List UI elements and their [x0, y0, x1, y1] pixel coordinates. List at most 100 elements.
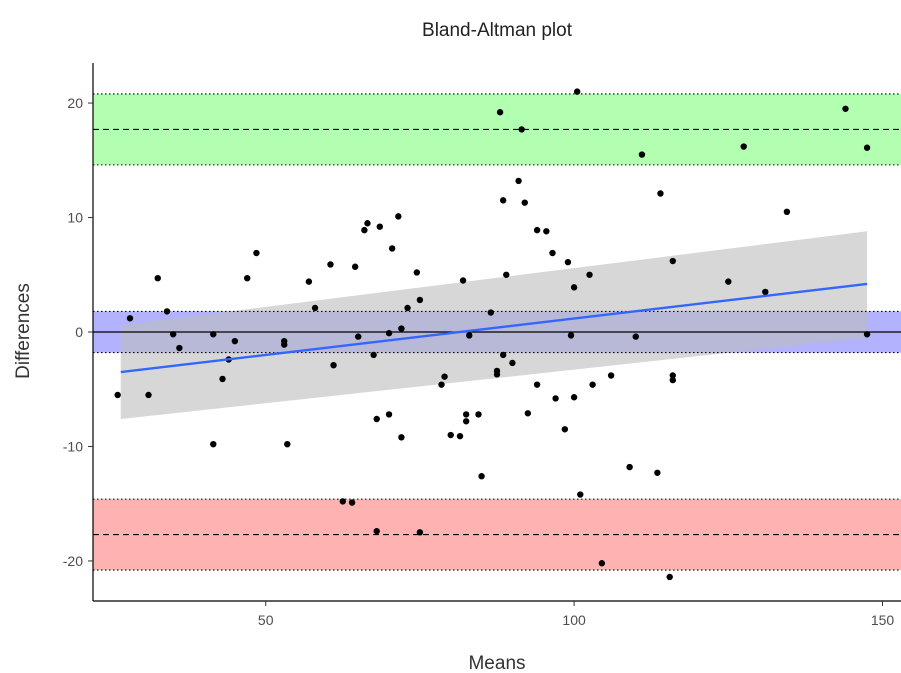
data-point: [441, 373, 448, 380]
data-point: [586, 271, 593, 278]
data-point: [361, 226, 368, 234]
data-point: [577, 491, 584, 498]
data-point: [521, 199, 528, 206]
y-tick-label: 20: [67, 95, 83, 111]
data-point: [475, 411, 482, 418]
data-point: [395, 213, 402, 220]
data-point: [669, 376, 676, 384]
data-point: [515, 177, 522, 185]
data-point: [638, 151, 646, 158]
confidence-band: [120, 231, 868, 419]
data-point: [487, 309, 495, 316]
y-tick-label: -20: [63, 553, 83, 569]
data-point: [243, 275, 251, 282]
data-point: [348, 499, 356, 506]
data-point: [462, 418, 470, 425]
reference-lines: [93, 93, 901, 571]
data-point: [398, 325, 405, 332]
data-point: [231, 337, 239, 345]
data-point: [388, 245, 396, 252]
data-point: [416, 296, 424, 304]
data-point: [253, 249, 260, 257]
data-point: [416, 529, 424, 536]
data-point: [466, 332, 473, 339]
data-point: [543, 228, 550, 235]
data-point: [305, 278, 313, 285]
data-point: [126, 315, 134, 322]
data-point: [561, 426, 569, 433]
data-point: [518, 126, 525, 133]
data-point: [499, 197, 507, 204]
data-point: [533, 226, 541, 234]
x-tick-label: 150: [871, 612, 895, 628]
data-point: [499, 351, 507, 359]
y-axis-title: Differences: [13, 283, 34, 379]
trend-line: [120, 282, 868, 374]
y-tick-label: -10: [63, 438, 83, 454]
data-point: [478, 473, 485, 480]
trend-confidence-band: [120, 231, 868, 419]
x-tick-label: 100: [562, 612, 586, 628]
data-point: [503, 271, 510, 278]
data-point: [783, 208, 791, 216]
data-point: [163, 308, 171, 315]
data-point: [598, 560, 606, 567]
y-tick-label: 0: [75, 324, 83, 340]
data-point: [210, 440, 217, 448]
data-point: [176, 344, 183, 352]
data-point: [438, 381, 445, 388]
data-point: [339, 498, 347, 505]
data-point: [740, 143, 747, 150]
x-axis-title: Means: [468, 653, 525, 673]
data-point: [509, 359, 516, 367]
data-point: [842, 105, 849, 112]
data-point: [385, 329, 393, 337]
data-point: [154, 275, 161, 282]
chart-title: Bland-Altman plot: [422, 20, 573, 41]
data-point: [281, 337, 288, 345]
data-point: [524, 410, 532, 417]
data-point: [762, 288, 769, 296]
data-point: [210, 331, 217, 338]
data-point: [456, 432, 464, 440]
data-point: [549, 249, 556, 257]
data-point: [447, 431, 454, 439]
data-point: [330, 361, 337, 369]
data-point: [219, 375, 226, 383]
data-point: [413, 269, 421, 276]
data-point: [373, 415, 380, 423]
data-point: [666, 573, 673, 581]
data-point: [459, 277, 467, 284]
data-point: [573, 88, 581, 95]
data-point: [632, 333, 639, 340]
data-point: [351, 263, 359, 270]
data-point: [564, 258, 572, 266]
data-point: [552, 395, 559, 402]
data-point: [654, 469, 661, 476]
data-point: [657, 190, 664, 197]
data-point: [570, 284, 578, 291]
data-point: [607, 372, 615, 379]
data-point: [364, 220, 371, 227]
data-point: [327, 261, 334, 268]
data-point: [284, 440, 291, 448]
data-point: [385, 411, 393, 418]
data-point: [496, 109, 504, 116]
data-point: [567, 332, 575, 339]
data-point: [373, 527, 380, 535]
data-point: [370, 351, 377, 359]
axes: 50 100 150 -20 -10 0 10 20: [63, 63, 901, 628]
data-points: [114, 88, 871, 581]
data-point: [114, 391, 121, 399]
data-point: [863, 331, 871, 338]
data-point: [669, 372, 676, 379]
data-point: [376, 223, 384, 230]
data-point: [404, 304, 411, 312]
data-point: [355, 333, 362, 340]
regression-line: [120, 282, 868, 374]
data-point: [398, 434, 405, 441]
x-tick-label: 50: [258, 612, 274, 628]
data-point: [462, 411, 470, 418]
